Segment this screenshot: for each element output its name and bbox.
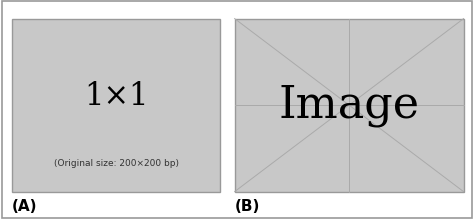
Bar xyxy=(12,19,220,192)
Text: (A): (A) xyxy=(12,200,37,214)
Bar xyxy=(235,19,464,192)
Text: 1×1: 1×1 xyxy=(84,81,148,112)
Text: Image: Image xyxy=(279,83,419,127)
Text: (Original size: 200×200 bp): (Original size: 200×200 bp) xyxy=(54,159,179,168)
Text: (B): (B) xyxy=(235,200,260,214)
